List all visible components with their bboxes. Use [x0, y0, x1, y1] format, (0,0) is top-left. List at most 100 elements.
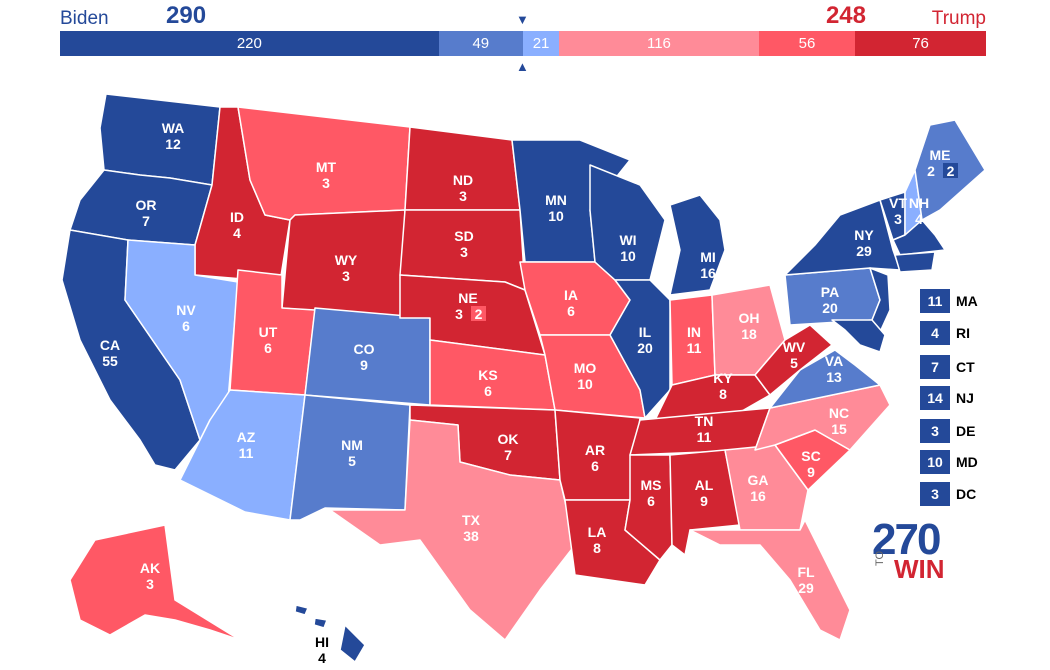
state-label-ar: AR — [585, 442, 605, 458]
state-label-nv: NV — [176, 302, 196, 318]
state-label-tx: TX — [462, 512, 481, 528]
state-label-nh: NH — [909, 195, 929, 211]
state-ev-wa: 12 — [165, 136, 181, 152]
logo-number: 270 — [872, 515, 941, 564]
small-state-ev-nj[interactable]: 14 — [920, 386, 950, 410]
biden-name: Biden — [60, 8, 109, 29]
state-label-ca: CA — [100, 337, 120, 353]
small-state-ev-ri[interactable]: 4 — [920, 321, 950, 345]
state-label-la: LA — [588, 524, 607, 540]
small-state-name-ct: CT — [956, 359, 975, 375]
state-ev-oh: 18 — [741, 326, 757, 342]
state-ev-sc: 9 — [807, 464, 815, 480]
state-label-ms: MS — [641, 477, 662, 493]
state-ev-ar: 6 — [591, 458, 599, 474]
tally-safe-d[interactable]: 220 — [60, 31, 439, 56]
tally-likely-r[interactable]: 56 — [758, 31, 856, 56]
state-ev-or: 7 — [142, 213, 150, 229]
state-label-vt: VT — [889, 195, 907, 211]
state-ev-nm: 5 — [348, 453, 356, 469]
trump-name: Trump — [931, 8, 986, 29]
state-TX[interactable] — [329, 419, 576, 641]
state-HI[interactable] — [339, 624, 366, 663]
state-label-oh: OH — [739, 310, 760, 326]
state-ev-nd: 3 — [459, 188, 467, 204]
state-WV[interactable] — [754, 324, 833, 396]
state-label-ut: UT — [259, 324, 278, 340]
small-state-ev-ct[interactable]: 7 — [920, 355, 950, 379]
state-label-or: OR — [136, 197, 157, 213]
state-ev-ak: 3 — [146, 576, 154, 592]
state-label-mt: MT — [316, 159, 337, 175]
state-ev-nc: 15 — [831, 421, 847, 437]
tally-lean-r[interactable]: 116 — [559, 31, 759, 56]
tally-header: Biden 290 248 Trump ▼ 220 49 21 116 56 7… — [0, 0, 1050, 80]
state-label-hi: HI — [315, 634, 329, 650]
state-ev-tn: 11 — [697, 429, 712, 445]
small-state-ev-dc[interactable]: 3 — [920, 482, 950, 506]
state-ev-wv: 5 — [790, 355, 798, 371]
state-label-mn: MN — [545, 192, 567, 208]
state-label-ky: KY — [713, 370, 733, 386]
logo-to: TO — [874, 550, 886, 566]
state-HI-islands[interactable] — [294, 604, 328, 629]
state-CT-RI[interactable] — [894, 251, 936, 273]
state-ev-ks: 6 — [484, 383, 492, 399]
small-state-name-ri: RI — [956, 325, 970, 341]
electoral-tally-bar: 220 49 21 116 56 76 — [60, 31, 986, 56]
state-ev-la: 8 — [593, 540, 601, 556]
state-ev-ia: 6 — [567, 303, 575, 319]
state-ev-mi: 16 — [700, 265, 716, 281]
district-ev-me: 2 — [947, 163, 955, 179]
state-label-ks: KS — [478, 367, 497, 383]
state-label-il: IL — [639, 324, 652, 340]
state-ev-ny: 29 — [856, 243, 872, 259]
state-ev-il: 20 — [637, 340, 653, 356]
small-state-name-nj: NJ — [956, 390, 974, 406]
state-label-wi: WI — [619, 232, 636, 248]
tally-likely-d[interactable]: 49 — [438, 31, 523, 56]
state-ev-hi: 4 — [318, 650, 326, 666]
small-state-name-de: DE — [956, 423, 976, 439]
logo-win: WIN — [894, 554, 945, 584]
state-ev-in: 11 — [687, 340, 702, 356]
state-NY[interactable] — [784, 199, 901, 276]
small-state-name-dc: DC — [956, 486, 977, 502]
state-ev-sd: 3 — [460, 244, 468, 260]
small-state-ev-md[interactable]: 10 — [920, 450, 950, 474]
biden-total: 290 — [166, 2, 207, 29]
state-ev-nh: 4 — [915, 211, 923, 227]
tally-safe-r[interactable]: 76 — [855, 31, 986, 56]
state-VA[interactable] — [769, 349, 881, 409]
small-state-ev-ma[interactable]: 11 — [920, 289, 950, 313]
state-ev-ga: 16 — [750, 488, 766, 504]
270-marker-top-icon: ▼ — [516, 12, 529, 27]
state-FL[interactable] — [689, 519, 851, 641]
state-label-va: VA — [825, 353, 843, 369]
state-label-nd: ND — [453, 172, 473, 188]
state-label-wa: WA — [162, 120, 185, 136]
state-ev-ok: 7 — [504, 447, 512, 463]
state-IL[interactable] — [609, 279, 671, 419]
small-state-name-md: MD — [956, 454, 978, 470]
state-ev-mt: 3 — [322, 175, 330, 191]
state-ev-id: 4 — [233, 225, 241, 241]
270towin-logo[interactable]: 270 TO WIN — [872, 518, 972, 588]
state-ev-va: 13 — [826, 369, 842, 385]
state-label-sd: SD — [454, 228, 473, 244]
state-AK[interactable] — [69, 524, 241, 641]
state-label-fl: FL — [797, 564, 815, 580]
state-MI[interactable] — [669, 194, 726, 296]
state-label-ne: NE — [458, 290, 477, 306]
state-labels: WA12OR7CA55ID4NV6MT3WY3UT6AZ11CO9NM5ND3S… — [100, 120, 958, 666]
district-box-me[interactable] — [943, 163, 958, 178]
state-ev-pa: 20 — [822, 300, 838, 316]
district-box-ne[interactable] — [471, 306, 486, 321]
state-ev-ca: 55 — [102, 353, 118, 369]
tally-lean-d[interactable]: 21 — [522, 31, 560, 56]
state-label-az: AZ — [237, 429, 256, 445]
state-MD-DE[interactable] — [831, 319, 886, 353]
small-state-ev-de[interactable]: 3 — [920, 419, 950, 443]
state-ev-nv: 6 — [182, 318, 190, 334]
state-label-id: ID — [230, 209, 244, 225]
